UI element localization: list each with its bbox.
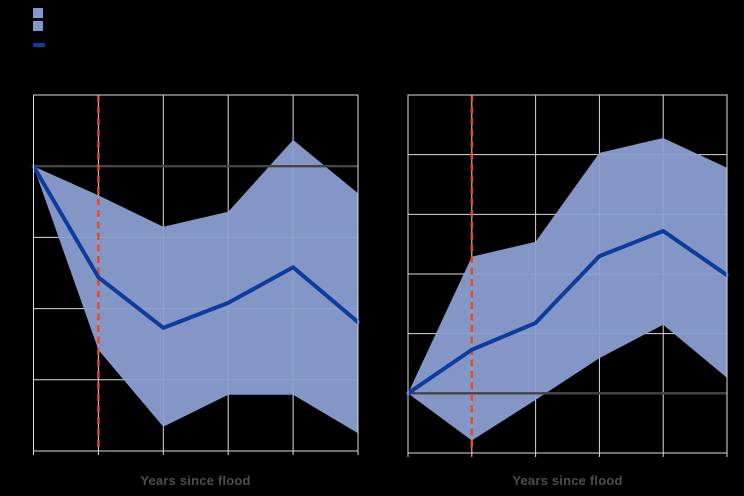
estimate-line-swatch — [33, 43, 45, 47]
estimate-line — [406, 229, 729, 396]
confidence-band — [33, 139, 358, 434]
x-axis-label-right: Years since flood — [512, 473, 623, 488]
plot-border — [33, 94, 359, 452]
estimate-line — [31, 164, 360, 330]
plot-border — [407, 94, 728, 454]
x-axis-label-left: Years since flood — [140, 473, 251, 488]
band-swatch-2 — [33, 21, 43, 31]
band-swatch-1 — [33, 8, 43, 18]
